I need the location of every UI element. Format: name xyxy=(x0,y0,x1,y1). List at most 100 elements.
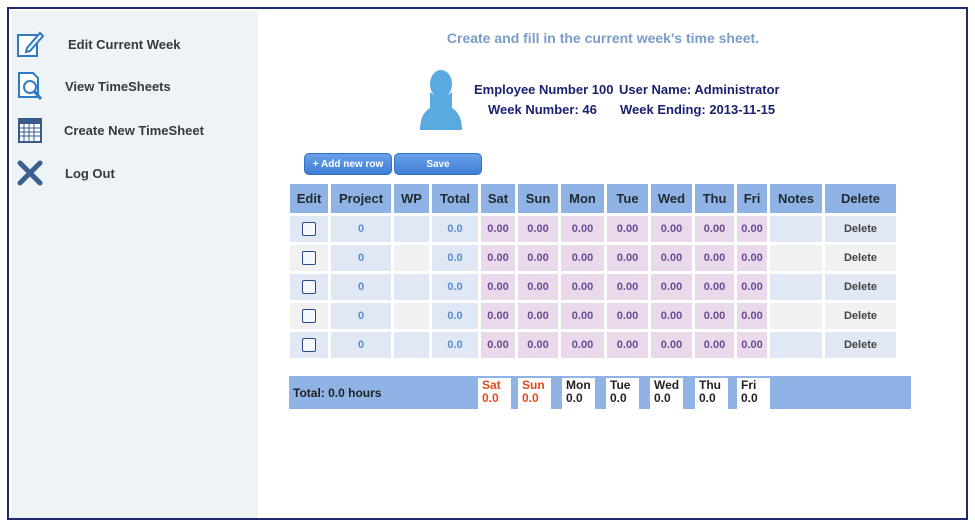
thu-hours-cell[interactable]: 0.00 xyxy=(695,303,734,329)
wp-cell[interactable] xyxy=(394,332,429,358)
wp-cell[interactable] xyxy=(394,274,429,300)
delete-link[interactable]: Delete xyxy=(825,274,896,300)
wed-hours-cell[interactable]: 0.00 xyxy=(651,332,692,358)
sat-hours-cell[interactable]: 0.00 xyxy=(481,303,515,329)
thu-hours-cell[interactable]: 0.00 xyxy=(695,245,734,271)
tue-hours-cell[interactable]: 0.00 xyxy=(607,332,648,358)
week-ending: Week Ending: 2013-11-15 xyxy=(620,102,776,117)
column-header-wp: WP xyxy=(394,184,429,213)
delete-link[interactable]: Delete xyxy=(825,245,896,271)
fri-hours-cell[interactable]: 0.00 xyxy=(737,245,767,271)
sidebar-item-label: Log Out xyxy=(65,165,115,181)
total-day-value: 0.0 xyxy=(699,391,716,405)
table-row: 0 0.0 0.00 0.00 0.00 0.00 0.00 0.00 0.00… xyxy=(290,274,896,300)
tue-hours-cell[interactable]: 0.00 xyxy=(607,216,648,242)
fri-hours-cell[interactable]: 0.00 xyxy=(737,332,767,358)
notes-cell[interactable] xyxy=(770,274,822,300)
timesheet-table: Edit Project WP Total Sat Sun Mon Tue We… xyxy=(287,181,899,361)
edit-cell xyxy=(290,274,328,300)
edit-cell xyxy=(290,303,328,329)
total-wed: Wed 0.0 xyxy=(650,378,683,409)
delete-link[interactable]: Delete xyxy=(825,303,896,329)
edit-cell xyxy=(290,216,328,242)
project-cell[interactable]: 0 xyxy=(331,303,391,329)
save-button[interactable]: Save xyxy=(394,153,482,175)
total-hours-label: Total: 0.0 hours xyxy=(293,386,382,400)
wp-cell[interactable] xyxy=(394,303,429,329)
search-document-icon xyxy=(15,71,45,101)
notes-cell[interactable] xyxy=(770,303,822,329)
column-header-tue: Tue xyxy=(607,184,648,213)
project-cell[interactable]: 0 xyxy=(331,245,391,271)
edit-checkbox[interactable] xyxy=(302,222,316,236)
edit-checkbox[interactable] xyxy=(302,309,316,323)
sidebar-item-log-out[interactable]: Log Out xyxy=(11,156,258,190)
total-sat: Sat 0.0 xyxy=(478,378,511,409)
total-thu: Thu 0.0 xyxy=(695,378,728,409)
page-subtitle: Create and fill in the current week's ti… xyxy=(446,30,760,46)
sidebar-item-create-new-timesheet[interactable]: Create New TimeSheet xyxy=(11,113,258,147)
sat-hours-cell[interactable]: 0.00 xyxy=(481,245,515,271)
notes-cell[interactable] xyxy=(770,332,822,358)
delete-link[interactable]: Delete xyxy=(825,332,896,358)
thu-hours-cell[interactable]: 0.00 xyxy=(695,216,734,242)
sat-hours-cell[interactable]: 0.00 xyxy=(481,216,515,242)
sun-hours-cell[interactable]: 0.00 xyxy=(518,332,558,358)
tue-hours-cell[interactable]: 0.00 xyxy=(607,274,648,300)
sidebar-item-label: View TimeSheets xyxy=(65,78,171,94)
thu-hours-cell[interactable]: 0.00 xyxy=(695,332,734,358)
total-cell: 0.0 xyxy=(432,332,478,358)
column-header-total: Total xyxy=(432,184,478,213)
mon-hours-cell[interactable]: 0.00 xyxy=(561,245,604,271)
thu-hours-cell[interactable]: 0.00 xyxy=(695,274,734,300)
edit-checkbox[interactable] xyxy=(302,280,316,294)
add-row-button[interactable]: + Add new row xyxy=(304,153,392,175)
wp-cell[interactable] xyxy=(394,216,429,242)
wed-hours-cell[interactable]: 0.00 xyxy=(651,216,692,242)
close-icon xyxy=(15,158,45,188)
wp-cell[interactable] xyxy=(394,245,429,271)
notes-cell[interactable] xyxy=(770,216,822,242)
fri-hours-cell[interactable]: 0.00 xyxy=(737,274,767,300)
total-day-value: 0.0 xyxy=(566,391,583,405)
sun-hours-cell[interactable]: 0.00 xyxy=(518,216,558,242)
notes-cell[interactable] xyxy=(770,245,822,271)
calendar-icon xyxy=(15,115,45,145)
sat-hours-cell[interactable]: 0.00 xyxy=(481,274,515,300)
mon-hours-cell[interactable]: 0.00 xyxy=(561,274,604,300)
sidebar-item-view-timesheets[interactable]: View TimeSheets xyxy=(11,69,258,103)
mon-hours-cell[interactable]: 0.00 xyxy=(561,216,604,242)
total-tue: Tue 0.0 xyxy=(606,378,639,409)
sat-hours-cell[interactable]: 0.00 xyxy=(481,332,515,358)
sun-hours-cell[interactable]: 0.00 xyxy=(518,245,558,271)
column-header-sat: Sat xyxy=(481,184,515,213)
project-cell[interactable]: 0 xyxy=(331,332,391,358)
sun-hours-cell[interactable]: 0.00 xyxy=(518,274,558,300)
sidebar: Edit Current Week View TimeSheets Crea xyxy=(11,11,258,518)
delete-link[interactable]: Delete xyxy=(825,216,896,242)
total-day-label: Mon xyxy=(566,378,591,392)
totals-bar: Total: 0.0 hours Sat 0.0 Sun 0.0 Mon 0.0… xyxy=(289,376,911,409)
app-frame: Edit Current Week View TimeSheets Crea xyxy=(7,7,968,520)
total-cell: 0.0 xyxy=(432,274,478,300)
edit-checkbox[interactable] xyxy=(302,338,316,352)
mon-hours-cell[interactable]: 0.00 xyxy=(561,303,604,329)
project-cell[interactable]: 0 xyxy=(331,274,391,300)
wed-hours-cell[interactable]: 0.00 xyxy=(651,303,692,329)
total-cell: 0.0 xyxy=(432,245,478,271)
edit-checkbox[interactable] xyxy=(302,251,316,265)
fri-hours-cell[interactable]: 0.00 xyxy=(737,216,767,242)
sun-hours-cell[interactable]: 0.00 xyxy=(518,303,558,329)
column-header-fri: Fri xyxy=(737,184,767,213)
mon-hours-cell[interactable]: 0.00 xyxy=(561,332,604,358)
sidebar-item-label: Create New TimeSheet xyxy=(64,122,204,138)
tue-hours-cell[interactable]: 0.00 xyxy=(607,303,648,329)
column-header-wed: Wed xyxy=(651,184,692,213)
wed-hours-cell[interactable]: 0.00 xyxy=(651,274,692,300)
project-cell[interactable]: 0 xyxy=(331,216,391,242)
fri-hours-cell[interactable]: 0.00 xyxy=(737,303,767,329)
sidebar-item-edit-current-week[interactable]: Edit Current Week xyxy=(11,27,258,61)
wed-hours-cell[interactable]: 0.00 xyxy=(651,245,692,271)
total-cell: 0.0 xyxy=(432,216,478,242)
tue-hours-cell[interactable]: 0.00 xyxy=(607,245,648,271)
